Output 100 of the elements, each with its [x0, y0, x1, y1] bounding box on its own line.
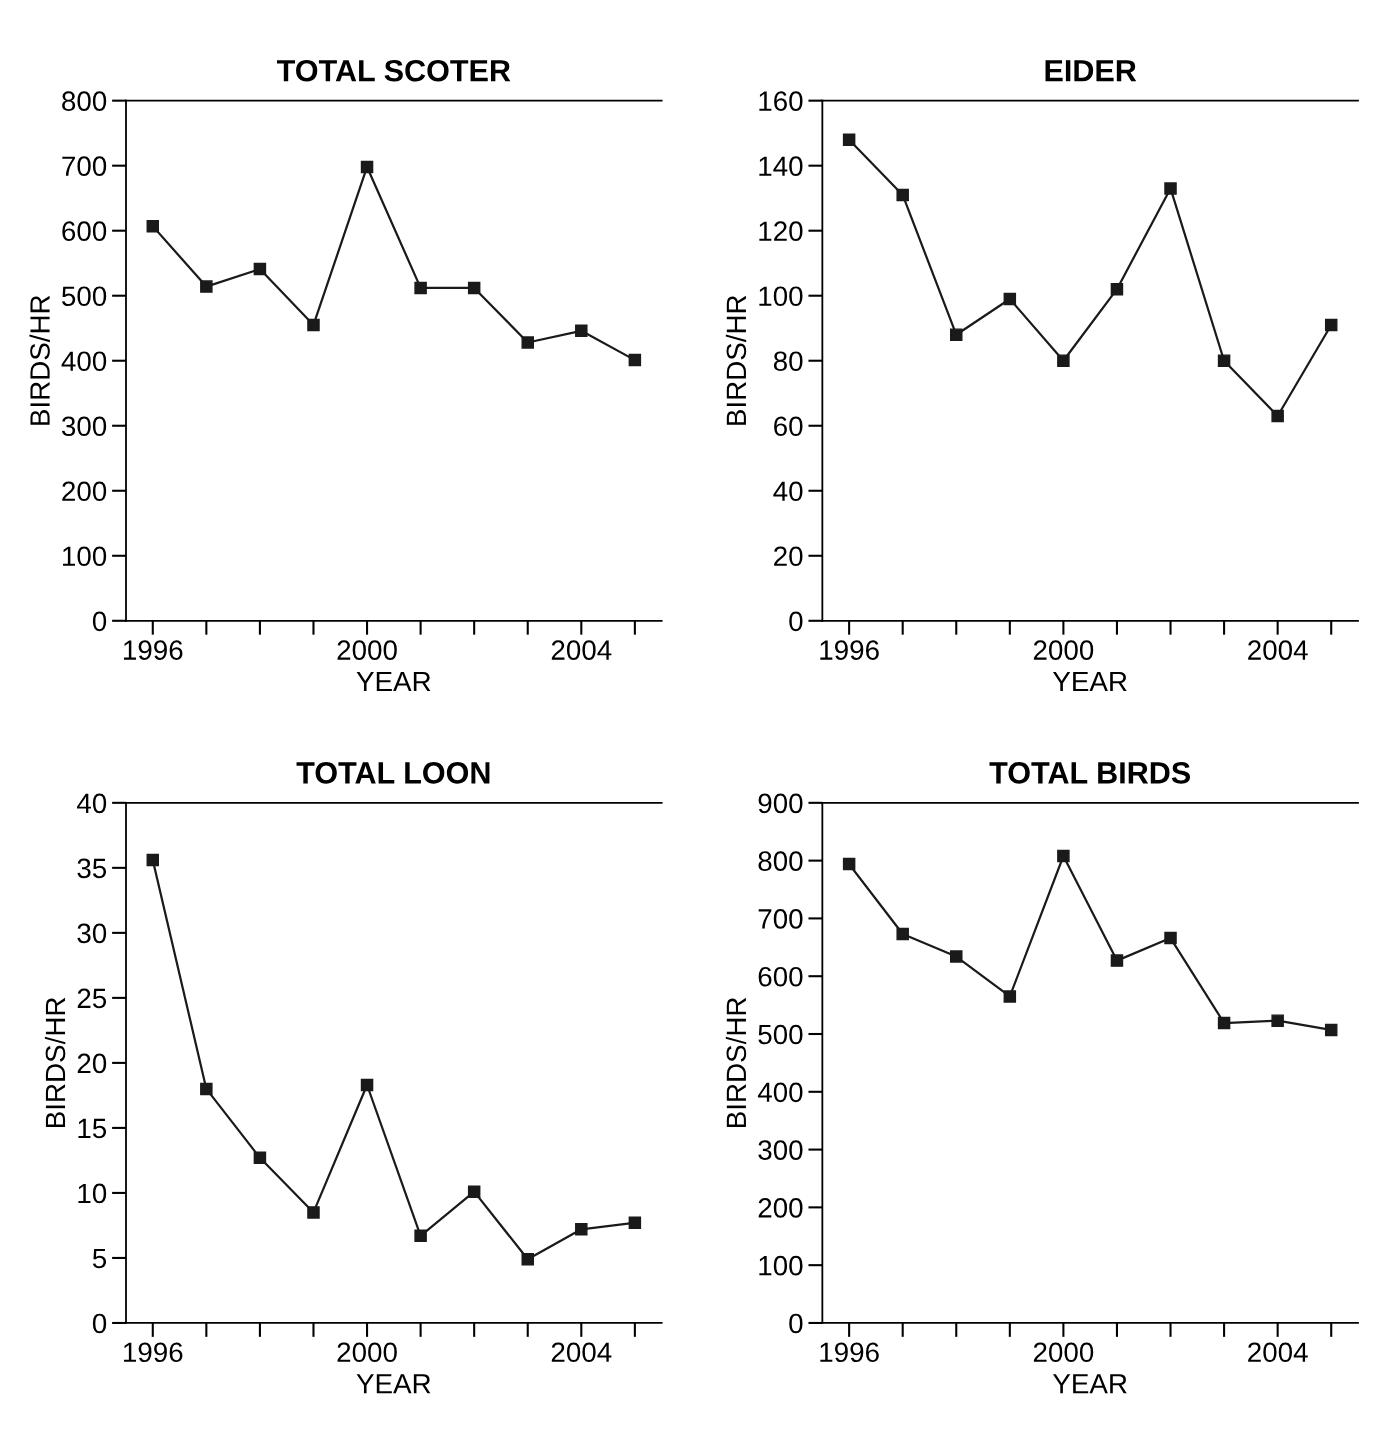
y-tick-label: 900 — [758, 793, 803, 814]
point — [1003, 292, 1017, 306]
point — [521, 336, 534, 349]
y-tick-label: 120 — [759, 221, 803, 242]
point — [307, 1206, 320, 1219]
y-tick-label: 20 — [77, 1053, 107, 1074]
point — [1271, 409, 1284, 423]
point — [575, 324, 588, 338]
y-tick-label: 30 — [77, 923, 107, 944]
point — [1217, 1016, 1231, 1030]
y-tick-label: 15 — [78, 1118, 107, 1139]
y-tick-label: 160 — [759, 91, 803, 111]
x-tick-label: 1996 — [820, 1342, 879, 1363]
y-tick-label: 35 — [77, 858, 107, 879]
x-tick-label: 2004 — [551, 640, 612, 660]
y-tick-label: 800 — [758, 851, 803, 871]
point — [1110, 954, 1124, 967]
y-tick-label: 300 — [758, 1140, 803, 1160]
chart-title: TOTAL SCOTER — [277, 59, 511, 82]
y-tick-label: 80 — [773, 351, 803, 372]
point — [467, 281, 481, 295]
x-tick-label: 2000 — [337, 640, 397, 660]
y-axis-title: BIRDS/HR — [29, 295, 50, 425]
y-tick-label: 500 — [758, 1024, 803, 1045]
point — [1271, 1014, 1284, 1027]
point — [414, 281, 427, 295]
x-tick-label: 2004 — [551, 1342, 612, 1363]
point — [628, 353, 642, 367]
point — [896, 927, 909, 941]
point — [360, 160, 374, 174]
x-tick-label: 2000 — [1033, 1342, 1094, 1363]
y-tick-label: 100 — [63, 546, 107, 567]
point — [360, 1078, 374, 1092]
y-tick-label: 20 — [774, 546, 803, 567]
point — [950, 328, 963, 341]
x-tick-label: 1996 — [124, 640, 183, 660]
point — [842, 133, 856, 146]
y-tick-label: 0 — [789, 1313, 803, 1334]
chart-title: EIDER — [1045, 60, 1137, 82]
x-axis-title: YEAR — [1052, 672, 1127, 692]
y-tick-label: 100 — [759, 286, 803, 307]
point — [1324, 1023, 1338, 1037]
point — [521, 1252, 534, 1266]
y-axis-title: BIRDS/HR — [725, 295, 747, 425]
y-tick-label: 40 — [76, 793, 107, 814]
y-tick-label: 25 — [77, 988, 107, 1009]
y-tick-label: 500 — [62, 286, 107, 307]
x-tick-label: 1996 — [820, 640, 879, 660]
x-tick-label: 2004 — [1248, 640, 1308, 660]
point — [467, 1185, 481, 1198]
point — [628, 1216, 642, 1230]
point — [1057, 354, 1070, 367]
y-tick-label: 0 — [92, 611, 107, 632]
y-tick-label: 10 — [78, 1183, 107, 1204]
x-tick-label: 1996 — [124, 1342, 183, 1363]
y-tick-label: 400 — [61, 351, 107, 372]
point — [575, 1223, 588, 1236]
y-tick-label: 200 — [62, 481, 107, 502]
y-axis-title: BIRDS/HR — [44, 997, 66, 1127]
y-tick-label: 40 — [773, 481, 803, 502]
y-tick-label: 700 — [758, 909, 803, 929]
point — [842, 857, 856, 871]
y-tick-label: 0 — [789, 611, 803, 632]
y-tick-label: 140 — [759, 156, 803, 177]
point — [1164, 182, 1177, 195]
chart-title: TOTAL LOON — [296, 762, 490, 784]
x-axis-title: YEAR — [1052, 1374, 1127, 1394]
point — [896, 188, 909, 202]
point — [200, 1082, 213, 1096]
x-tick-label: 2004 — [1248, 1342, 1308, 1363]
point — [146, 853, 160, 867]
point — [414, 1229, 427, 1243]
x-tick-label: 2000 — [337, 1342, 397, 1363]
point — [950, 950, 963, 963]
y-tick-label: 700 — [62, 156, 107, 177]
y-tick-label: 600 — [62, 221, 107, 242]
y-tick-label: 600 — [758, 966, 803, 987]
point — [307, 318, 320, 332]
chart-title: TOTAL BIRDS — [989, 762, 1191, 784]
point — [200, 280, 213, 293]
point — [1217, 354, 1231, 367]
point — [146, 219, 160, 233]
point — [1003, 990, 1017, 1003]
x-axis-title: YEAR — [356, 672, 431, 692]
y-tick-label: 60 — [774, 416, 803, 437]
y-tick-label: 800 — [62, 91, 107, 111]
point — [1110, 282, 1124, 296]
point — [1057, 849, 1070, 863]
y-tick-label: 5 — [92, 1248, 107, 1269]
point — [253, 1151, 267, 1165]
point — [253, 262, 267, 276]
point — [1164, 931, 1177, 945]
y-tick-label: 0 — [92, 1313, 107, 1334]
x-axis-title: YEAR — [356, 1374, 431, 1394]
y-tick-label: 300 — [61, 416, 107, 437]
y-tick-label: 200 — [758, 1198, 803, 1218]
x-tick-label: 2000 — [1033, 640, 1094, 660]
y-tick-label: 100 — [759, 1255, 803, 1276]
point — [1324, 318, 1338, 332]
y-axis-title: BIRDS/HR — [725, 997, 747, 1127]
